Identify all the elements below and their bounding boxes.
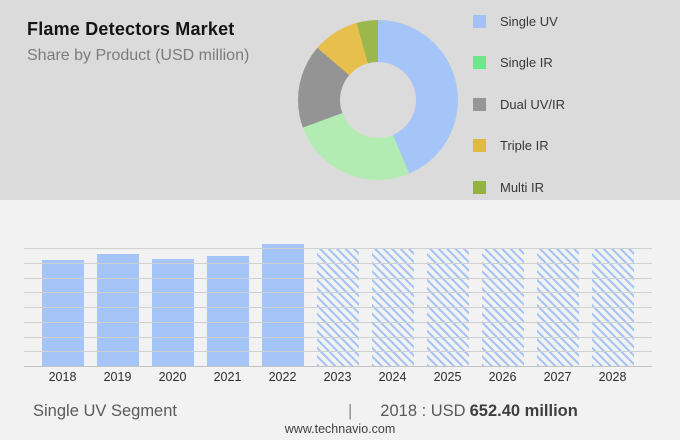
gridline <box>24 307 652 308</box>
legend-item-multi-ir: Multi IR <box>473 179 663 195</box>
x-tick-label: 2023 <box>323 370 352 384</box>
x-tick-label: 2020 <box>158 370 187 384</box>
bar-slot-2022 <box>255 244 310 366</box>
bar-2019 <box>96 254 139 366</box>
donut-legend: Single UV Single IR Dual UV/IR Triple IR Mul… <box>473 13 663 195</box>
legend-swatch-icon <box>473 56 486 69</box>
bar-2022 <box>261 244 304 366</box>
website-url: www.technavio.com <box>284 422 396 436</box>
stat-line: | 2018 : USD 652.40 million <box>348 402 578 421</box>
legend-item-triple-ir: Triple IR <box>473 138 663 154</box>
x-tick-label: 2021 <box>213 370 242 384</box>
legend-item-single-uv: Single UV <box>473 13 663 29</box>
gridline <box>24 263 652 264</box>
legend-label: Multi IR <box>500 179 545 195</box>
x-tick-label: 2024 <box>378 370 407 384</box>
x-tick-label: 2019 <box>103 370 132 384</box>
x-tick-label: 2026 <box>488 370 517 384</box>
legend-label: Dual UV/IR <box>500 96 566 112</box>
legend-label: Single UV <box>500 13 558 29</box>
bar-2021 <box>206 256 249 366</box>
legend-swatch-icon <box>473 180 486 194</box>
x-tick-label: 2027 <box>543 370 572 384</box>
legend-item-dual-uv-ir: Dual UV/IR <box>473 96 663 112</box>
gridline <box>24 366 652 367</box>
separator: | <box>348 402 353 420</box>
legend-label: Single IR <box>500 55 553 70</box>
gridline <box>24 248 652 249</box>
stat-value: 652.40 million <box>469 402 578 420</box>
legend-swatch-icon <box>473 139 486 152</box>
stat-prefix: 2018 : USD <box>380 402 466 420</box>
x-tick-label: 2018 <box>48 370 77 384</box>
gridline <box>24 278 652 279</box>
x-tick-label: 2028 <box>598 370 627 384</box>
legend-swatch-icon <box>473 14 486 28</box>
gridline <box>24 292 652 293</box>
donut-hole <box>340 62 416 138</box>
segment-label: Single UV Segment <box>33 402 177 420</box>
page-title: Flame Detectors Market <box>27 19 235 39</box>
gridline <box>24 351 652 352</box>
bar-slot-2021 <box>200 256 255 366</box>
legend-label: Triple IR <box>500 138 549 153</box>
x-tick-label: 2022 <box>268 370 297 384</box>
gridline <box>24 337 652 338</box>
legend-item-single-ir: Single IR <box>473 55 663 71</box>
bar-slot-2020 <box>145 259 200 366</box>
legend-swatch-icon <box>473 97 486 111</box>
x-axis-labels: 2018 2019 2020 2021 2022 2023 2024 2025 2026 2027… <box>24 370 652 384</box>
header-panel: Flame Detectors Market Share by Product … <box>0 0 680 200</box>
gridline <box>24 322 652 323</box>
x-tick-label: 2025 <box>433 370 462 384</box>
bar-2020 <box>151 259 194 366</box>
bar-chart-plot-area <box>24 244 652 367</box>
bar-slot-2019 <box>90 254 145 366</box>
bar-chart-panel: 2018 2019 2020 2021 2022 2023 2024 2025 2026 2027… <box>0 200 680 440</box>
bars-row <box>24 236 652 366</box>
bar-slot-2018 <box>35 260 90 366</box>
bar-2018 <box>41 260 84 366</box>
page-subtitle: Share by Product (USD million) <box>27 47 250 64</box>
donut-chart <box>298 20 458 180</box>
